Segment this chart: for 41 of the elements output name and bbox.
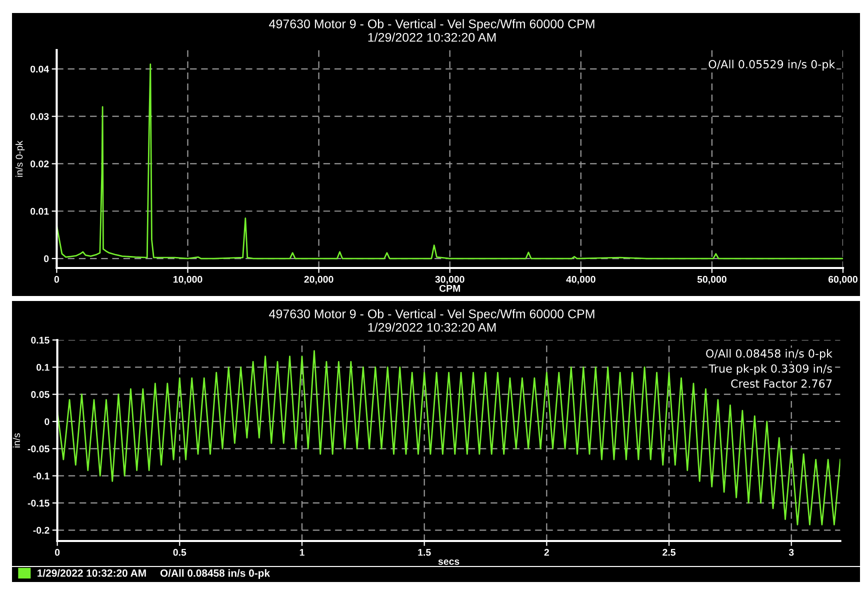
y-tick-label: 0.01 <box>30 208 49 215</box>
y-tick-label: 0.15 <box>31 336 50 344</box>
x-tick-label: 0.5 <box>173 548 186 556</box>
y-tick-label: -0.05 <box>28 445 50 452</box>
annotation: Crest Factor 2.767 <box>731 379 832 388</box>
chart-title: 497630 Motor 9 - Ob - Vertical - Vel Spec/Wfm 60000 CPM <box>269 19 594 31</box>
x-tick-label: 1 <box>300 548 304 556</box>
y-tick-label: 0.02 <box>30 160 49 168</box>
legend-label: 1/29/2022 10:32:20 AM <box>38 569 146 577</box>
annotation: True pk-pk 0.3309 in/s <box>708 364 832 375</box>
x-tick-label: 3 <box>788 548 794 556</box>
x-tick-label: 2.5 <box>662 548 676 556</box>
x-axis-title: CPM <box>439 284 460 292</box>
y-tick-label: -0.15 <box>28 500 50 507</box>
chart-title: 497630 Motor 9 - Ob - Vertical - Vel Spec/Wfm 60000 CPM <box>269 309 594 321</box>
y-tick-label: 0.03 <box>30 113 49 120</box>
x-tick-label: 20,000 <box>304 276 334 284</box>
x-tick-label: 1.5 <box>418 548 431 556</box>
annotation: O/All 0.08458 in/s 0-pk <box>706 349 832 360</box>
x-axis-title: secs <box>438 560 460 565</box>
x-tick-label: 0 <box>54 276 60 283</box>
y-tick-label: -0.1 <box>33 472 50 480</box>
annotation: O/All 0.05529 in/s 0-pk <box>708 60 836 71</box>
x-tick-label: 60,000 <box>828 276 858 284</box>
y-tick-label: 0.04 <box>30 66 50 73</box>
x-tick-label: 10,000 <box>173 276 202 284</box>
y-axis-title: in/s 0-pk <box>16 140 25 177</box>
x-tick-label: 2 <box>544 548 549 556</box>
y-axis-title: in/s <box>12 433 20 448</box>
text: O/All 0.08458 in/s 0-pk <box>160 569 270 579</box>
y-tick-label: 0 <box>44 255 49 262</box>
y-tick-label: 0.05 <box>31 391 50 398</box>
x-tick-label: 30,000 <box>435 276 464 284</box>
x-tick-label: 50,000 <box>697 276 726 284</box>
x-tick-label: 40,000 <box>566 276 596 284</box>
x-tick-label: 0 <box>54 548 60 556</box>
chart-subtitle: 1/29/2022 10:32:20 AM <box>368 32 496 42</box>
y-tick-label: -0.2 <box>33 526 50 534</box>
y-tick-label: 0 <box>44 418 50 426</box>
y-tick-label: 0.1 <box>36 364 50 371</box>
chart-subtitle: 1/29/2022 10:32:20 AM <box>368 322 496 332</box>
